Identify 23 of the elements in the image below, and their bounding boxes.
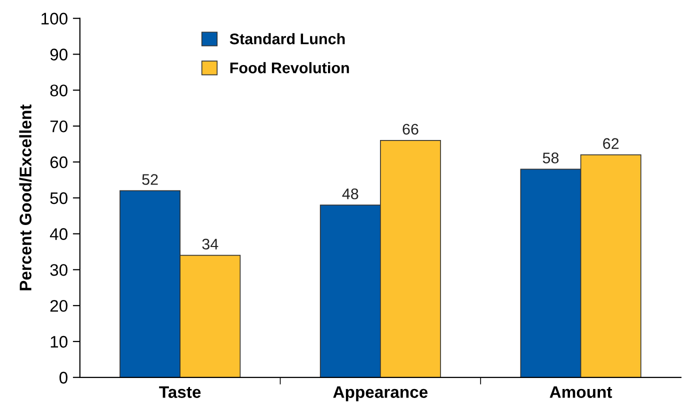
y-tick-label: 10 (50, 336, 68, 348)
y-tick-label: 30 (50, 264, 68, 276)
data-label: 52 (142, 174, 158, 185)
y-tick-label: 20 (50, 300, 68, 312)
y-tick-label: 100 (42, 12, 68, 25)
data-label: 58 (542, 152, 559, 164)
y-tick-label: 90 (50, 48, 68, 60)
x-tick-label: Taste (159, 386, 201, 398)
y-tick-label: 0 (59, 372, 68, 384)
y-tick-label: 60 (50, 156, 68, 168)
legend-label: Food Revolution (230, 62, 349, 74)
data-label: 34 (202, 238, 218, 250)
y-tick-label: 50 (50, 192, 68, 204)
data-label: 48 (342, 188, 358, 200)
x-tick-label: Amount (550, 386, 612, 398)
legend-label: Standard Lunch (230, 33, 345, 44)
data-label: 66 (402, 124, 418, 135)
data-label: 62 (603, 138, 619, 149)
y-tick-label: 80 (50, 84, 68, 96)
y-axis-title: Percent Good/Excellent (19, 104, 32, 290)
y-tick-label: 70 (50, 120, 68, 132)
y-tick-label: 40 (50, 228, 68, 240)
x-tick-label: Appearance (333, 386, 428, 402)
